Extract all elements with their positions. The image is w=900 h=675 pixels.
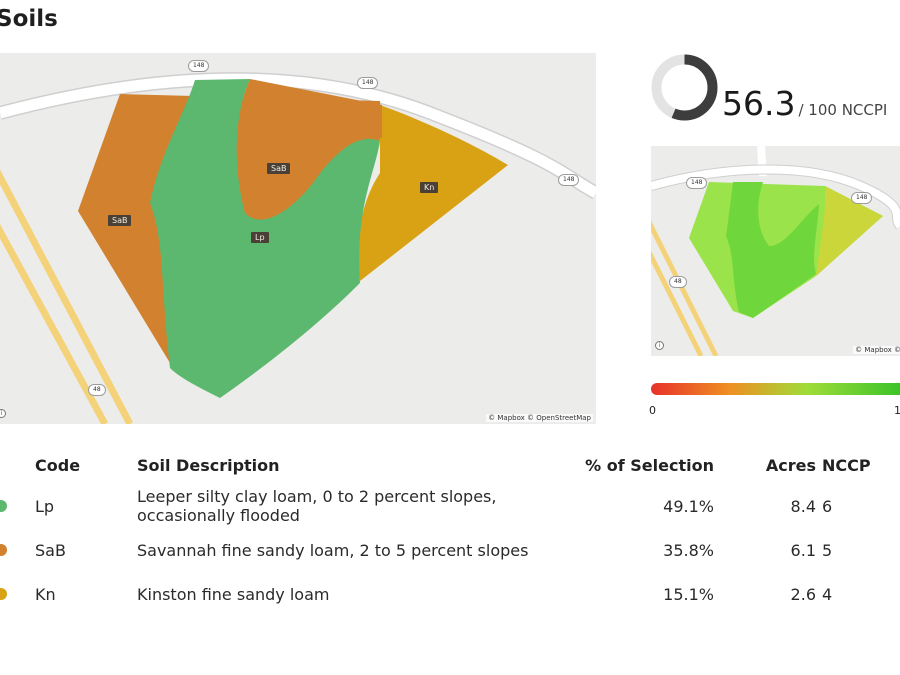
soil-label-sab: SaB [108, 215, 132, 226]
nccpi-zone-top[interactable] [726, 182, 819, 318]
soil-label-kn: Kn [420, 182, 439, 193]
map-attribution[interactable]: © Mapbox © OpenStreetMap [853, 346, 900, 354]
route-shield: 148 [188, 60, 210, 72]
table-row[interactable]: Lp Leeper silty clay loam, 0 to 2 percen… [0, 482, 900, 530]
highway-48-lane-2 [0, 224, 109, 424]
nccpi-map-canvas [651, 146, 900, 356]
header-pct[interactable]: % of Selection [585, 455, 714, 475]
soil-code: Lp [35, 496, 55, 516]
scale-max-label: 1 [894, 404, 900, 417]
nccpi-zone-mid[interactable] [816, 186, 883, 276]
soil-nccpi: 5 [822, 540, 833, 560]
soil-polygon-sab-2[interactable] [236, 79, 382, 220]
soil-pct: 15.1% [663, 584, 714, 604]
soil-map[interactable]: SaB SaB Lp Kn 148 148 148 48 i © Mapbox … [0, 53, 596, 424]
nccpi-score-ring [651, 54, 718, 121]
nccpi-color-scale [651, 383, 900, 395]
soil-description: Kinston fine sandy loam [137, 584, 330, 604]
map-info-icon[interactable]: i [655, 341, 664, 350]
header-nccpi[interactable]: NCCP [822, 455, 871, 475]
table-header-row: Code Soil Description % of Selection Acr… [0, 448, 900, 482]
soil-code: SaB [35, 540, 66, 560]
header-acres[interactable]: Acres [765, 455, 816, 475]
nccpi-map[interactable]: 148 148 48 i © Mapbox © OpenStreetMap [651, 146, 900, 356]
soil-nccpi: 6 [822, 496, 833, 516]
route-shield: 148 [558, 174, 580, 186]
route-shield: 148 [357, 77, 379, 89]
soil-map-canvas[interactable] [0, 53, 596, 424]
nccpi-score: 56.3/ 100 NCCPI [722, 84, 887, 123]
header-description[interactable]: Soil Description [137, 455, 280, 475]
route-shield: 48 [88, 384, 106, 396]
soil-nccpi: 4 [822, 584, 833, 604]
soil-acres: 8.4 [790, 496, 816, 516]
soil-label-sab: SaB [267, 163, 291, 174]
soil-code: Kn [35, 584, 56, 604]
soil-description: Savannah fine sandy loam, 2 to 5 percent… [137, 540, 529, 560]
soil-description: Leeper silty clay loam, 0 to 2 percent s… [137, 487, 497, 525]
road-148 [0, 73, 596, 198]
highway-48-lane-2 [651, 250, 704, 356]
soil-label-lp: Lp [251, 232, 269, 243]
page-title: Soils [0, 6, 58, 32]
score-suffix: / 100 NCCPI [798, 101, 888, 119]
route-shield: 48 [669, 276, 687, 288]
soil-acres: 6.1 [790, 540, 816, 560]
soil-table: Code Soil Description % of Selection Acr… [0, 448, 900, 618]
soil-color-swatch [0, 587, 7, 600]
soil-color-swatch [0, 543, 7, 556]
soil-acres: 2.6 [790, 584, 816, 604]
soil-pct: 35.8% [663, 540, 714, 560]
soil-polygon-kn[interactable] [358, 105, 508, 281]
highway-48-lane-1 [0, 169, 134, 424]
road-148 [651, 165, 900, 229]
route-shield: 148 [686, 177, 708, 189]
map-info-icon[interactable]: i [0, 409, 6, 418]
score-value: 56.3 [722, 84, 796, 123]
soil-color-swatch [0, 499, 7, 512]
table-row[interactable]: Kn Kinston fine sandy loam 15.1% 2.6 4 [0, 570, 900, 618]
score-ring-fill [651, 54, 718, 121]
route-shield: 148 [851, 192, 873, 204]
scale-min-label: 0 [649, 404, 656, 417]
table-row[interactable]: SaB Savannah fine sandy loam, 2 to 5 per… [0, 530, 900, 570]
header-code[interactable]: Code [35, 455, 81, 475]
soil-pct: 49.1% [663, 496, 714, 516]
map-attribution[interactable]: © Mapbox © OpenStreetMap [486, 414, 593, 422]
header-swatch [0, 448, 35, 482]
